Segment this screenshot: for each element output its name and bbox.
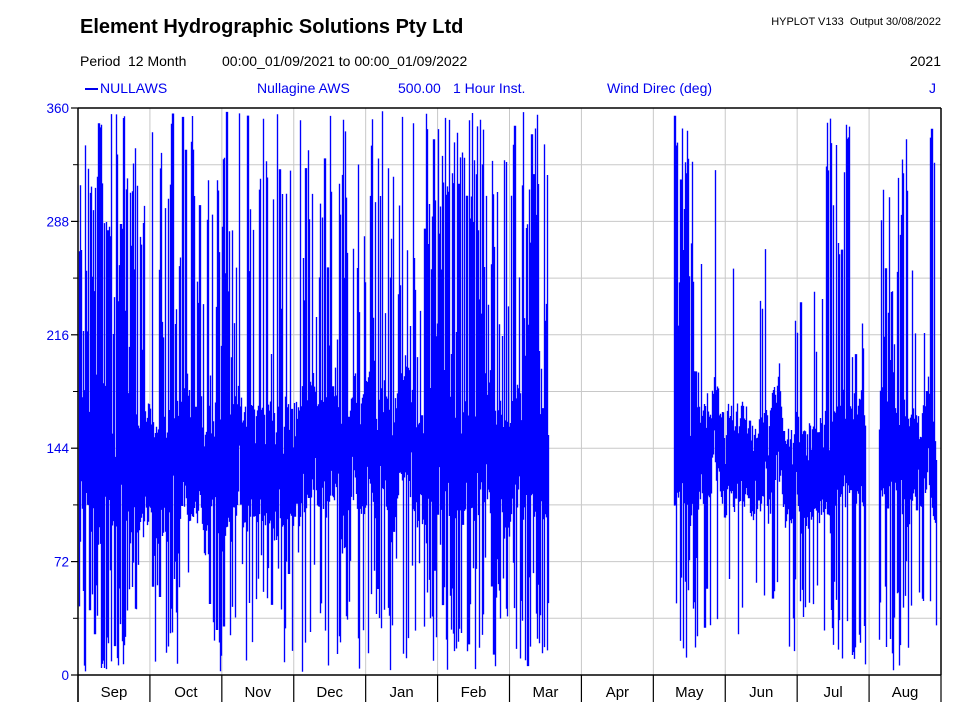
month-label: Feb — [461, 684, 487, 701]
period-range: 00:00_01/09/2021 to 00:00_01/09/2022 — [222, 53, 468, 69]
month-label: Apr — [606, 684, 629, 701]
y-axis-label: 216 — [46, 328, 69, 343]
y-axis-label: 72 — [54, 555, 69, 570]
legend-station-name: Nullagine AWS — [257, 80, 350, 96]
legend-line-swatch — [85, 88, 98, 90]
period-duration: 12 Month — [128, 53, 187, 69]
month-label: Oct — [174, 684, 198, 701]
month-label: Jun — [749, 684, 773, 701]
month-label: Dec — [316, 684, 343, 701]
period-year: 2021 — [909, 53, 941, 69]
legend-station-id: NULLAWS — [100, 80, 168, 96]
month-label: Sep — [101, 684, 128, 701]
legend-variable-name: Wind Direc (deg) — [607, 80, 713, 96]
y-axis-label: 144 — [46, 441, 69, 456]
month-label: Jan — [390, 684, 414, 701]
y-axis-label: 288 — [46, 214, 69, 229]
legend-quality-code: J — [929, 80, 936, 96]
page-title: Element Hydrographic Solutions Pty Ltd — [80, 16, 464, 38]
y-axis-label: 360 — [46, 101, 69, 116]
legend-interval: 1 Hour Inst. — [453, 80, 526, 96]
hyplot-version-stamp: HYPLOT V133 Output 30/08/2022 — [771, 16, 941, 28]
month-label: Jul — [824, 684, 843, 701]
month-label: Mar — [533, 684, 559, 701]
data-series-path — [78, 111, 938, 672]
y-axis-label: 0 — [61, 668, 69, 683]
period-label: Period — [80, 53, 121, 69]
legend-variable-number: 500.00 — [398, 80, 441, 96]
month-label: Nov — [244, 684, 271, 701]
month-label: Aug — [892, 684, 919, 701]
month-label: May — [675, 684, 704, 701]
